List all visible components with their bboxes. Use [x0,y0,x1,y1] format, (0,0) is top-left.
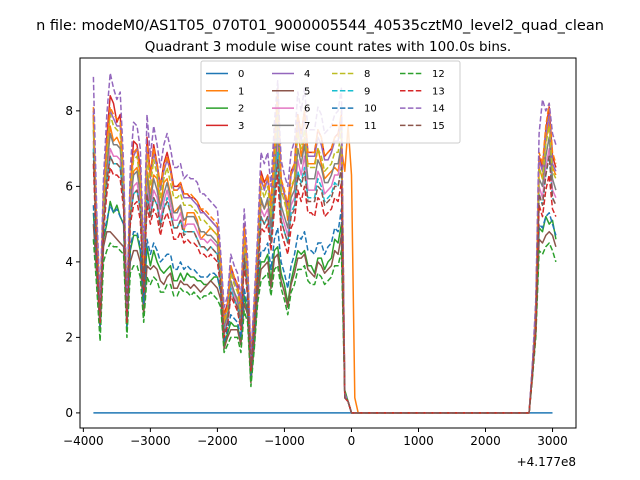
legend-label-9: 9 [364,86,370,97]
y-tick-label: 6 [65,179,73,193]
chart-title: Quadrant 3 module wise count rates with … [145,39,511,55]
y-tick-label: 2 [65,330,73,344]
series-line-13 [92,163,557,414]
series-line-2 [92,200,557,414]
legend-label-15: 15 [432,121,445,132]
x-tick-label: −2000 [197,434,238,448]
y-tick-label: 4 [65,255,73,269]
y-tick-label: 8 [65,104,73,118]
legend-label-4: 4 [304,69,310,80]
x-tick-label: 2000 [470,434,501,448]
legend-box [200,60,461,144]
legend-label-12: 12 [432,69,445,80]
series-line-8 [92,106,557,414]
x-tick-label: 0 [348,434,356,448]
series-layer [92,72,557,414]
legend-label-0: 0 [238,69,244,80]
x-tick-label: −1000 [264,434,305,448]
legend-label-7: 7 [304,121,310,132]
legend-label-8: 8 [364,69,370,80]
y-tick-label: 0 [65,406,73,420]
figure-suptitle: n file: modeM0/AS1T05_070T01_9000005544_… [36,18,604,34]
legend-label-14: 14 [432,104,445,115]
series-line-10 [92,204,557,414]
legend-label-11: 11 [364,121,377,132]
legend-label-6: 6 [304,104,310,115]
x-axis: −4000 −3000 −2000 −1000 0 1000 2000 3000 [63,428,568,448]
legend-label-10: 10 [364,104,377,115]
legend-label-2: 2 [238,104,244,115]
plot-frame [79,57,577,429]
legend-label-13: 13 [432,86,445,97]
x-offset-label: +4.177e8 [517,455,576,469]
series-line-12 [92,239,557,414]
legend-label-3: 3 [238,121,244,132]
x-tick-label: −4000 [63,434,104,448]
legend-label-1: 1 [238,86,244,97]
x-tick-label: −3000 [130,434,171,448]
y-axis: 0 2 4 6 8 [65,104,80,420]
x-tick-label: 3000 [537,434,568,448]
legend-label-5: 5 [304,86,310,97]
series-line-15 [92,152,557,414]
x-tick-label: 1000 [403,434,434,448]
